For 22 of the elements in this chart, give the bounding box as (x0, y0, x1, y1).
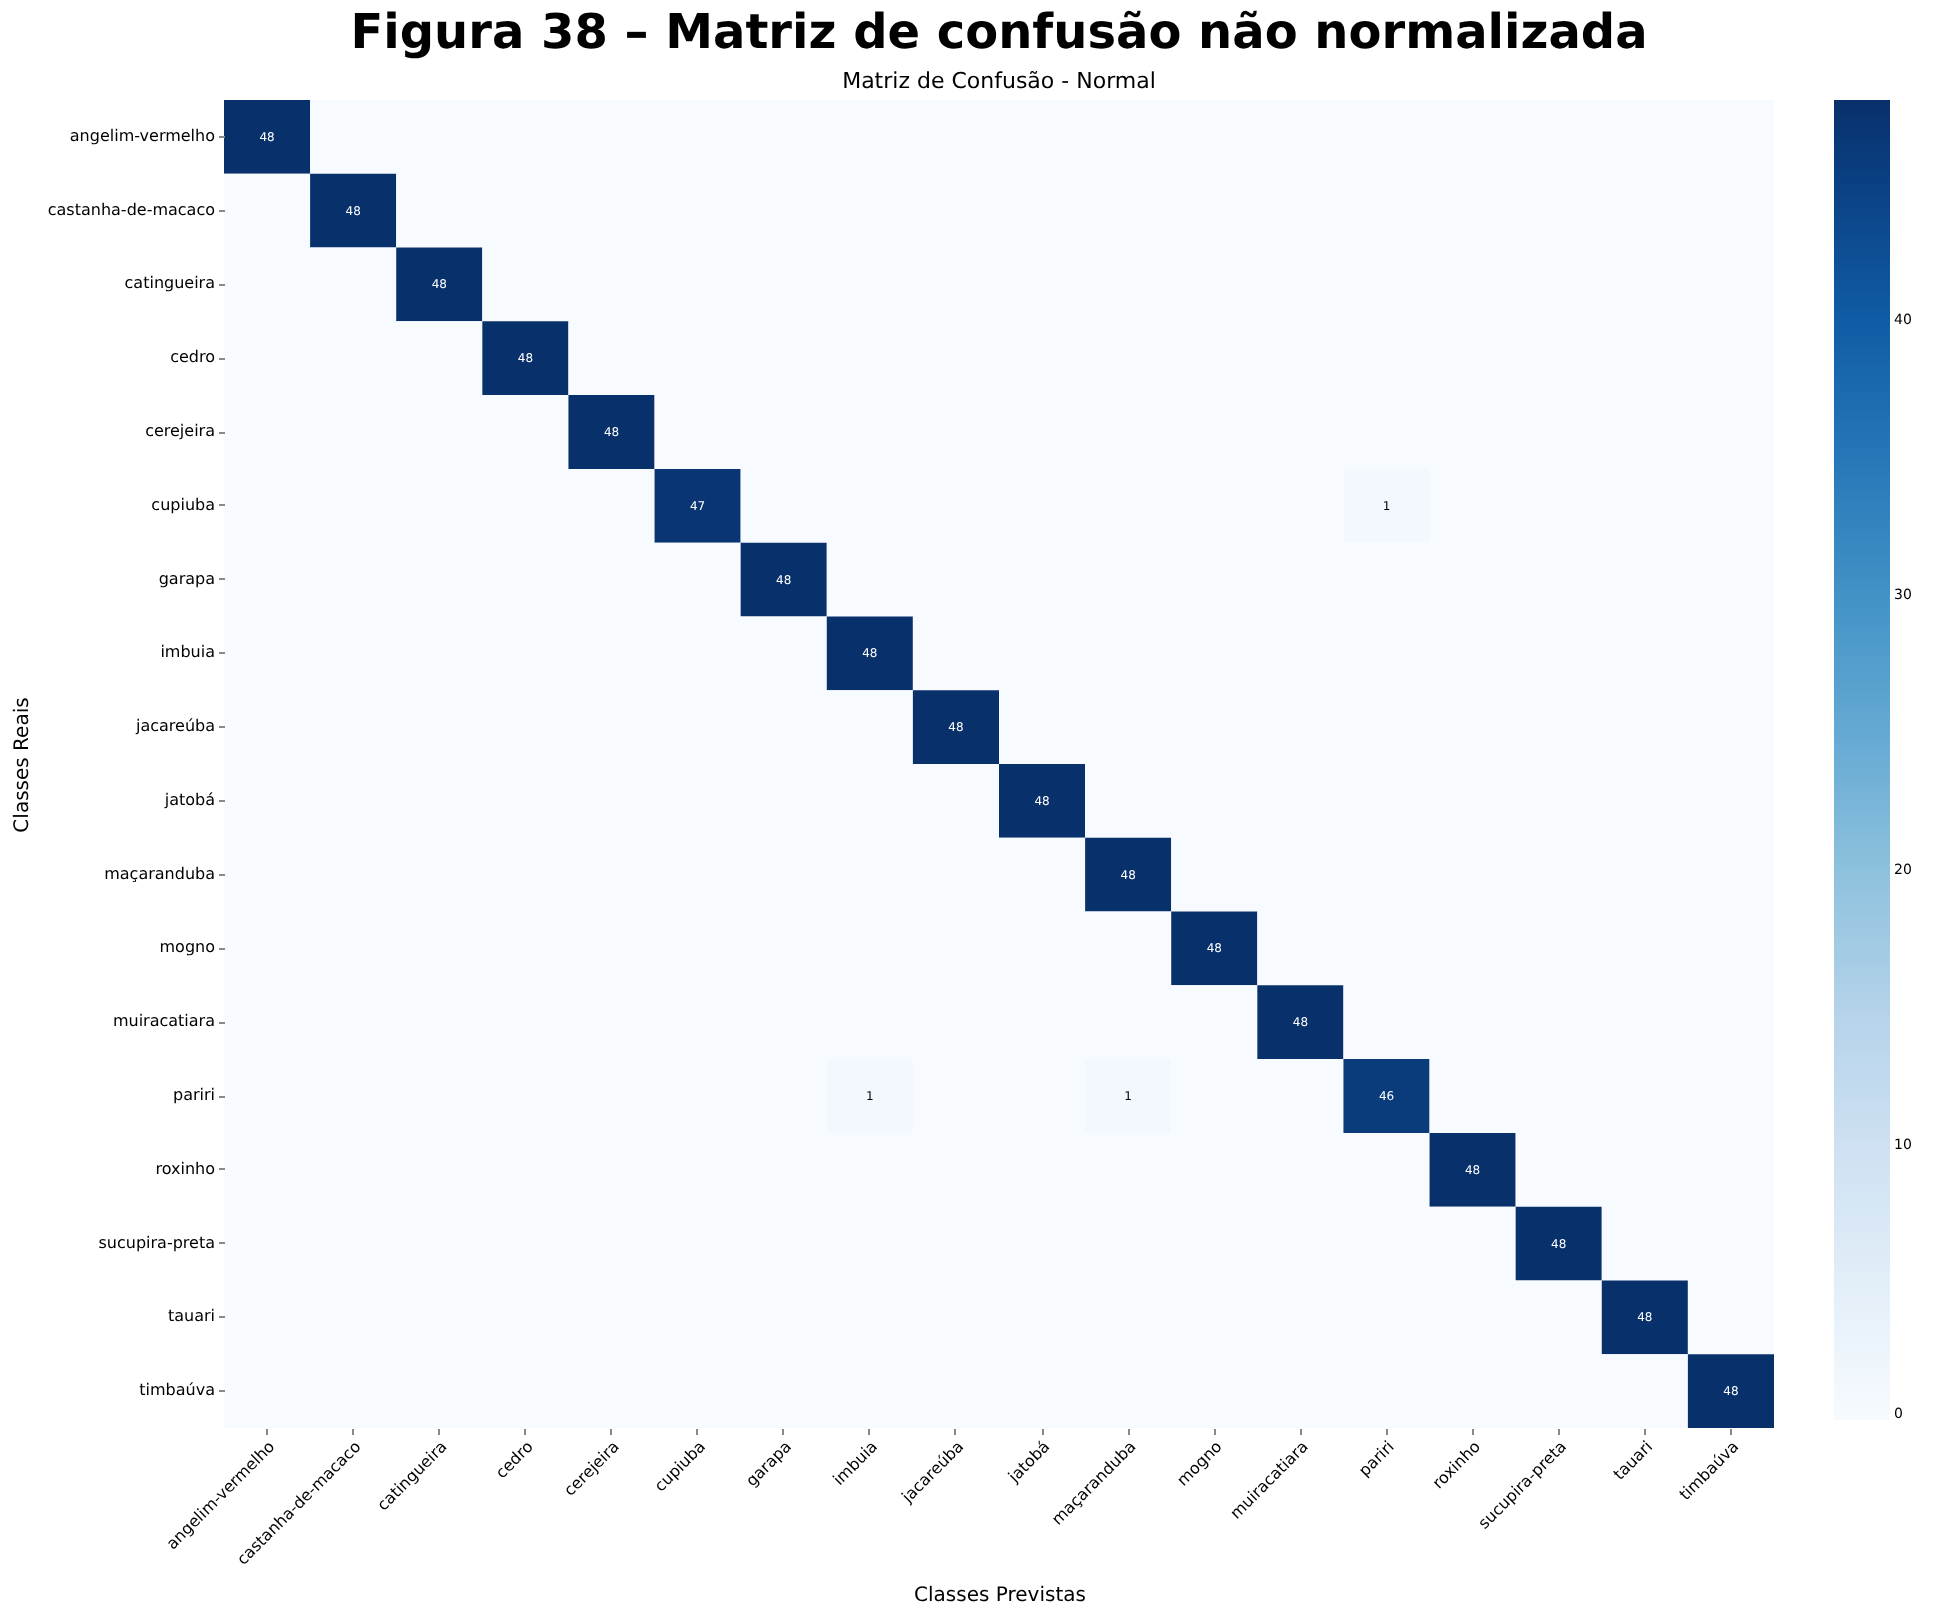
y-axis-title: Classes Reais (11, 697, 34, 833)
y-tick-label: sucupira-preta (98, 1233, 216, 1252)
y-tick-label: cupiuba (151, 495, 216, 514)
chart-title: Figura 38 – Matriz de confusão não normalizada (350, 4, 1648, 60)
y-tick-label: angelim-vermelho (69, 126, 216, 145)
y-tick-label: pariri (172, 1086, 215, 1104)
y-tick-label: jatobá (162, 790, 216, 809)
y-tick-label: castanha-de-macaco (47, 200, 216, 219)
y-tick-label: catingueira (124, 274, 216, 293)
y-tick-label: tauari (167, 1307, 215, 1326)
y-tick-label: roxinho (155, 1159, 216, 1178)
y-tick-label: jacareúba (133, 717, 216, 736)
y-tick-label: cedro (170, 348, 216, 367)
x-axis-title: Classes Previstas (914, 1584, 1086, 1607)
chart-subtitle: Matriz de Confusão - Normal (842, 68, 1156, 94)
y-tick-label: mogno (159, 938, 216, 957)
y-tick-label: muiracatiara (112, 1012, 216, 1031)
y-tick-label: imbuia (160, 643, 216, 662)
y-tick-label: garapa (158, 569, 216, 588)
y-tick-label: cerejeira (145, 422, 216, 440)
y-tick-label: maçaranduba (104, 864, 216, 883)
y-tick-label: timbaúva (139, 1381, 216, 1400)
